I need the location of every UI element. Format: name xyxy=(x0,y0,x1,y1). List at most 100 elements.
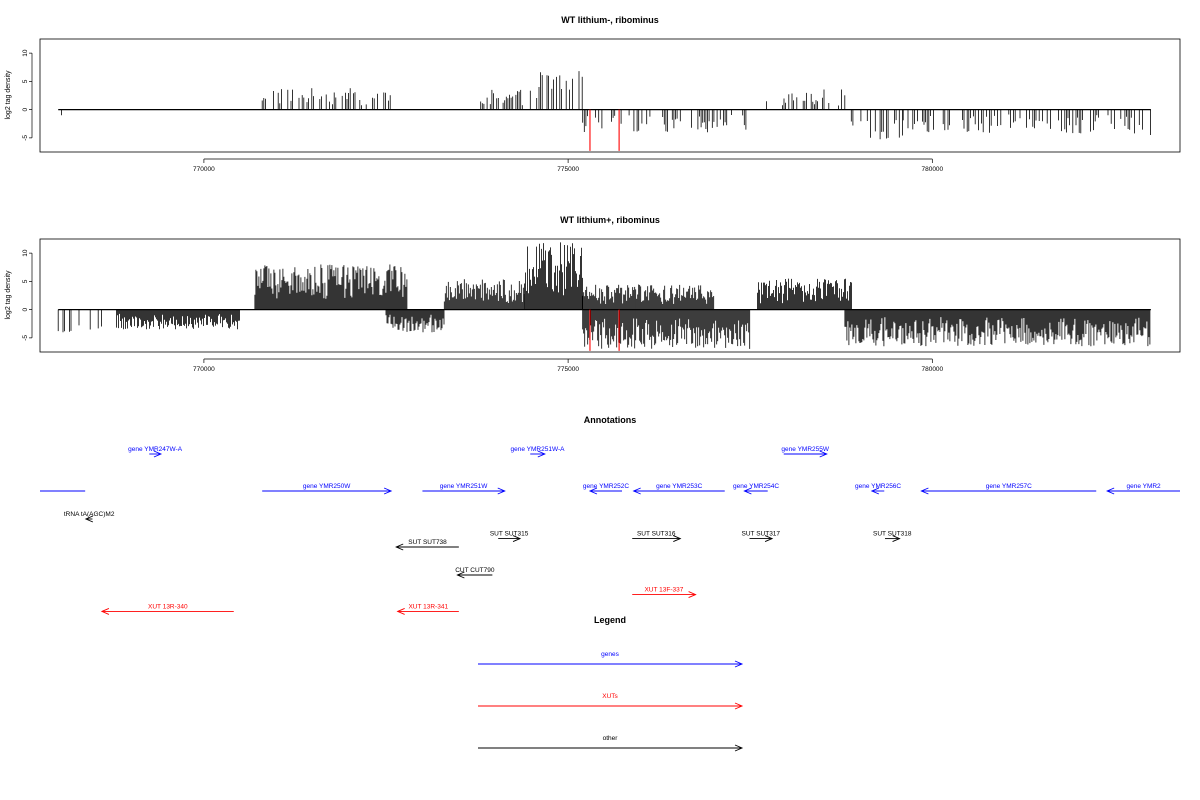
track-panel-lithium-plus: WT lithium+, ribominus log2 tag density … xyxy=(5,215,1181,373)
feature-xut: XUT 13R-340 xyxy=(100,603,234,615)
x-tick-label: 775000 xyxy=(557,166,579,173)
y-tick-label: 5 xyxy=(22,279,29,283)
y-axis: -5 0 5 10 xyxy=(22,49,33,141)
y-tick-label: -5 xyxy=(22,335,29,341)
legend-item: genes xyxy=(478,651,744,668)
highlight-bars xyxy=(589,109,620,151)
feature-label: CUT CUT790 xyxy=(455,567,495,574)
x-tick-label: 770000 xyxy=(193,166,215,173)
arrowhead-left-icon xyxy=(395,543,404,551)
feature-tracks: gene YMR247W-A gene YMR250W gene YMR251W ge… xyxy=(40,446,1180,615)
chart-title: WT lithium+, ribominus xyxy=(560,215,660,225)
signal-bars xyxy=(61,71,1151,140)
feature-other: SUT SUT318 xyxy=(873,531,912,543)
arrowhead-right-icon xyxy=(673,535,682,543)
feature-label: gene YMR2 xyxy=(1126,483,1161,490)
arrowhead-left-icon xyxy=(84,515,94,523)
arrowhead-right-icon xyxy=(734,660,744,668)
arrowhead-right-icon xyxy=(497,487,506,495)
y-tick-label: 10 xyxy=(22,249,29,257)
legend-label: genes xyxy=(601,651,619,658)
legend-items: genes XUTs other xyxy=(478,651,744,752)
legend-item: XUTs xyxy=(478,693,744,710)
feature-gene: gene YMR252C xyxy=(583,483,629,495)
chart-title: WT lithium-, ribominus xyxy=(561,15,659,25)
arrowhead-right-icon xyxy=(688,591,697,599)
arrowhead-left-icon xyxy=(1106,487,1115,495)
feature-label: gene YMR251W xyxy=(440,483,488,490)
feature-label: gene YMR255W xyxy=(781,446,829,453)
feature-label: XUT 13R-341 xyxy=(408,603,448,610)
feature-label: tRNA tA(AGC)M2 xyxy=(64,511,115,518)
legend-label: XUTs xyxy=(602,693,618,700)
feature-gene: gene YMR2 xyxy=(1106,483,1180,495)
plot-frame xyxy=(39,38,1181,153)
feature-label: gene YMR251W-A xyxy=(511,446,566,453)
feature-gene: gene YMR253C xyxy=(632,483,725,495)
arrowhead-right-icon xyxy=(512,535,522,543)
feature-label: SUT SUT315 xyxy=(490,531,529,538)
legend-label: other xyxy=(603,735,619,742)
feature-gene: gene YMR250W xyxy=(262,483,393,495)
arrowhead-right-icon xyxy=(153,450,163,458)
arrowhead-left-icon xyxy=(920,487,929,495)
signal-bars xyxy=(57,242,1151,349)
feature-label: gene YMR250W xyxy=(303,483,351,490)
legend-item: other xyxy=(478,735,744,752)
arrowhead-left-icon xyxy=(588,487,598,495)
arrowhead-left-icon xyxy=(100,607,110,615)
feature-gene: gene YMR247W-A xyxy=(128,446,183,458)
arrowhead-right-icon xyxy=(764,535,774,543)
feature-gene: gene YMR255W xyxy=(781,446,830,458)
feature-gene: gene YMR251W xyxy=(422,483,506,495)
arrowhead-left-icon xyxy=(456,571,465,579)
annotations-title: Annotations xyxy=(584,415,637,425)
arrowhead-right-icon xyxy=(383,487,393,495)
arrowhead-left-icon xyxy=(743,487,752,495)
y-tick-label: -5 xyxy=(22,135,29,141)
feature-gene: gene YMR257C xyxy=(920,483,1097,495)
x-tick-label: 770000 xyxy=(193,366,215,373)
feature-label: SUT SUT318 xyxy=(873,531,912,538)
feature-label: gene YMR252C xyxy=(583,483,629,490)
feature-label: SUT SUT316 xyxy=(637,531,676,538)
y-tick-label: 0 xyxy=(22,307,29,311)
feature-other: SUT SUT316 xyxy=(632,531,682,543)
feature-other: CUT CUT790 xyxy=(455,567,495,579)
feature-gene: gene YMR254C xyxy=(733,483,779,495)
feature-label: XUT 13R-340 xyxy=(148,603,188,610)
feature-label: gene YMR247W-A xyxy=(128,446,183,453)
y-tick-label: 10 xyxy=(22,49,29,57)
arrowhead-left-icon xyxy=(870,487,880,495)
feature-label: XUT 13F-337 xyxy=(644,587,683,594)
y-tick-label: 5 xyxy=(22,79,29,83)
feature-label: SUT SUT317 xyxy=(742,531,781,538)
x-axis: 770000 775000 780000 xyxy=(193,158,944,173)
legend: Legend genes XUTs other xyxy=(478,615,744,752)
arrowhead-right-icon xyxy=(537,450,546,458)
x-axis: 770000 775000 780000 xyxy=(193,358,944,373)
track-panel-lithium-minus: WT lithium-, ribominus log2 tag density … xyxy=(5,15,1181,173)
arrowhead-left-icon xyxy=(632,487,641,495)
feature-label: gene YMR257C xyxy=(986,483,1032,490)
highlight-bars xyxy=(589,309,620,351)
y-axis-label: log2 tag density xyxy=(5,70,12,120)
legend-title: Legend xyxy=(594,615,626,625)
feature-other: SUT SUT317 xyxy=(742,531,781,543)
x-tick-label: 780000 xyxy=(921,366,943,373)
y-tick-label: 0 xyxy=(22,107,29,111)
feature-gene: gene YMR256C xyxy=(855,483,901,495)
arrowhead-right-icon xyxy=(734,702,744,710)
feature-label: gene YMR254C xyxy=(733,483,779,490)
feature-xut: XUT 13R-341 xyxy=(396,603,459,615)
feature-label: gene YMR253C xyxy=(656,483,702,490)
feature-gene: gene YMR251W-A xyxy=(511,446,566,458)
arrowhead-left-icon xyxy=(396,607,405,615)
feature-label: gene YMR256C xyxy=(855,483,901,490)
arrowhead-right-icon xyxy=(819,450,828,458)
x-tick-label: 780000 xyxy=(921,166,943,173)
feature-other: SUT SUT738 xyxy=(395,539,459,551)
feature-other: tRNA tA(AGC)M2 xyxy=(64,511,115,523)
